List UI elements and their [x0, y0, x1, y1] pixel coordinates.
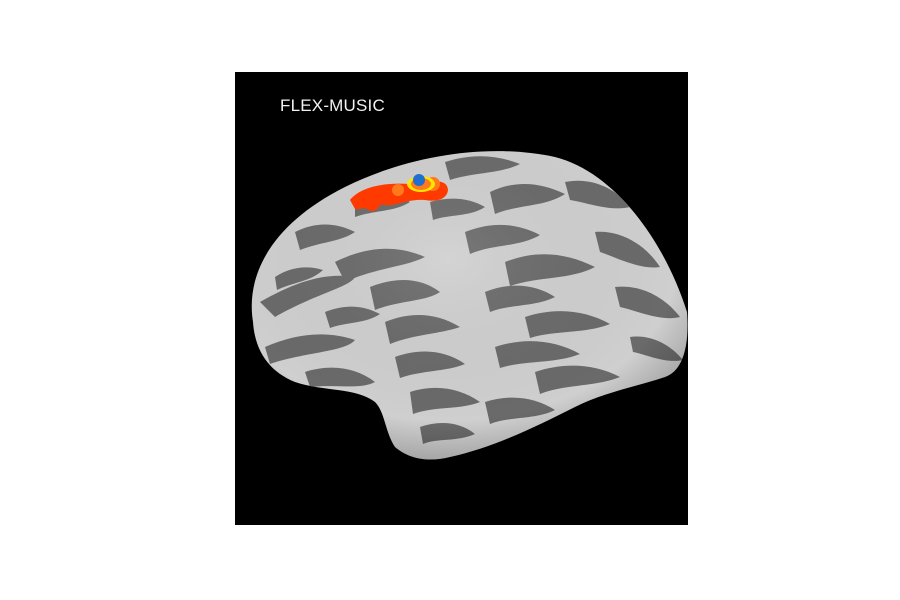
cortex-shading — [251, 151, 688, 460]
condition-label: FLEX-MUSIC — [280, 96, 385, 115]
brain-figure-panel: FLEX-MUSIC — [235, 72, 688, 525]
inflated-cortex-render — [251, 151, 688, 460]
peak-marker — [413, 174, 425, 186]
activation-cluster — [350, 174, 448, 211]
